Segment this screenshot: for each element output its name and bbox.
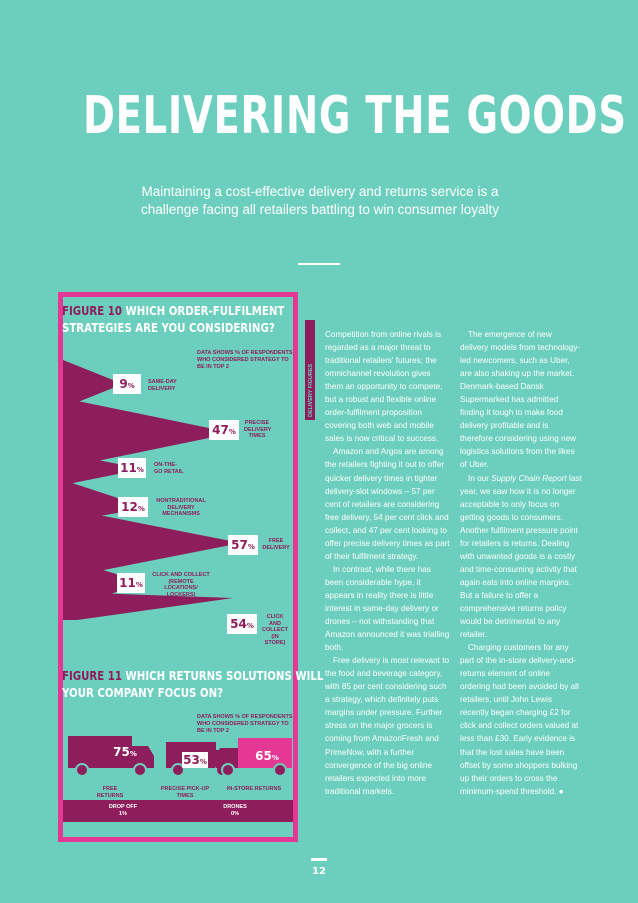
value-free-delivery: 57% xyxy=(228,535,258,555)
page-number: 12 xyxy=(312,866,326,877)
cone-free-delivery xyxy=(63,508,241,578)
col1-para-2: Amazon and Argos are among the retailers… xyxy=(325,447,450,561)
drop-off: DROP OFF 1% xyxy=(108,804,138,817)
vertical-tab: DELIVERY FIGURES xyxy=(305,320,315,420)
value-same-day: 9% xyxy=(113,374,141,394)
figure11-note: DATA SHOWS % OF RESPONDENTS WHO CONSIDER… xyxy=(197,714,293,734)
label-precise: PRECISE DELIVERY TIMES xyxy=(244,420,272,439)
col1-para-1: Competition from online rivals is regard… xyxy=(325,330,443,444)
value-free-returns: 75% xyxy=(113,745,137,759)
label-precise-pickup: PRECISE PICK-UP TIMES xyxy=(160,786,210,799)
value-in-store: 65% xyxy=(255,749,279,763)
cone-same-day xyxy=(63,360,123,408)
figure10-cones xyxy=(63,360,241,620)
figure11-title-line1: WHICH RETURNS SOLUTIONS WILL xyxy=(125,669,324,683)
value-click-collect-store: 54% xyxy=(227,614,257,634)
value-on-the-go: 11% xyxy=(118,458,146,478)
page-number-bar xyxy=(311,858,327,861)
value-click-collect-remote: 11% xyxy=(117,573,145,593)
label-same-day: SAME-DAY DELIVERY xyxy=(148,379,177,392)
label-nontraditional: NONTRADITIONAL DELIVERY MECHANISMS xyxy=(156,498,206,517)
figure10-note: DATA SHOWS % OF RESPONDENTS WHO CONSIDER… xyxy=(197,350,293,370)
figure11-title-line2: YOUR COMPANY FOCUS ON? xyxy=(62,686,224,700)
standfirst: Maintaining a cost-effective delivery an… xyxy=(141,184,499,217)
value-precise: 47% xyxy=(209,420,239,440)
truck-in-store xyxy=(216,738,292,777)
label-in-store: IN-STORE RETURNS xyxy=(226,786,282,792)
figure11-label: FIGURE 11 xyxy=(62,669,122,683)
figure11-heading: FIGURE 11 WHICH RETURNS SOLUTIONS WILL Y… xyxy=(62,668,323,702)
value-nontraditional: 12% xyxy=(118,497,148,517)
page-title: DELIVERING THE GOODS xyxy=(82,86,627,146)
figure10-title-line2: STRATEGIES ARE YOU CONSIDERING? xyxy=(62,321,275,335)
figure10-title-line1: WHICH ORDER-FULFILMENT xyxy=(125,304,285,318)
divider xyxy=(298,263,340,265)
vertical-tab-text: DELIVERY FIGURES xyxy=(308,363,314,417)
cone-on-the-go xyxy=(63,453,143,485)
cone-precise xyxy=(63,398,233,468)
cone-click-collect-store xyxy=(63,592,233,620)
value-precise-pickup: 53% xyxy=(182,752,208,768)
column-2: The emergence of new delivery models fro… xyxy=(460,328,582,798)
col1-para-4: Free delivery is most relevant to the fo… xyxy=(325,656,450,796)
label-free-returns: FREE RETURNS xyxy=(96,786,124,799)
figure10-label: FIGURE 10 xyxy=(62,304,122,318)
label-on-the-go: ON-THE-GO RETAIL xyxy=(154,462,184,475)
drones: DRONES 0% xyxy=(223,804,247,817)
col2-para-2: In our Supply Chain Report last year, we… xyxy=(460,473,582,640)
label-click-collect-remote: CLICK AND COLLECT (REMOTE LOCATIONS/ LOC… xyxy=(152,572,210,598)
label-click-collect-store: CLICK AND COLLECT (IN STORE) xyxy=(262,614,288,646)
truck-free-returns xyxy=(68,736,154,777)
column-1: Competition from online rivals is regard… xyxy=(325,328,450,798)
col2-para-3: Charging customers for any part of the i… xyxy=(460,643,579,796)
col1-para-3: In contrast, while there has been consid… xyxy=(325,564,450,653)
low-interest-band xyxy=(63,800,293,822)
figure10-heading: FIGURE 10 WHICH ORDER-FULFILMENT STRATEG… xyxy=(62,303,284,337)
label-free-delivery: FREE DELIVERY xyxy=(262,538,290,551)
col2-para-1: The emergence of new delivery models fro… xyxy=(460,330,581,470)
